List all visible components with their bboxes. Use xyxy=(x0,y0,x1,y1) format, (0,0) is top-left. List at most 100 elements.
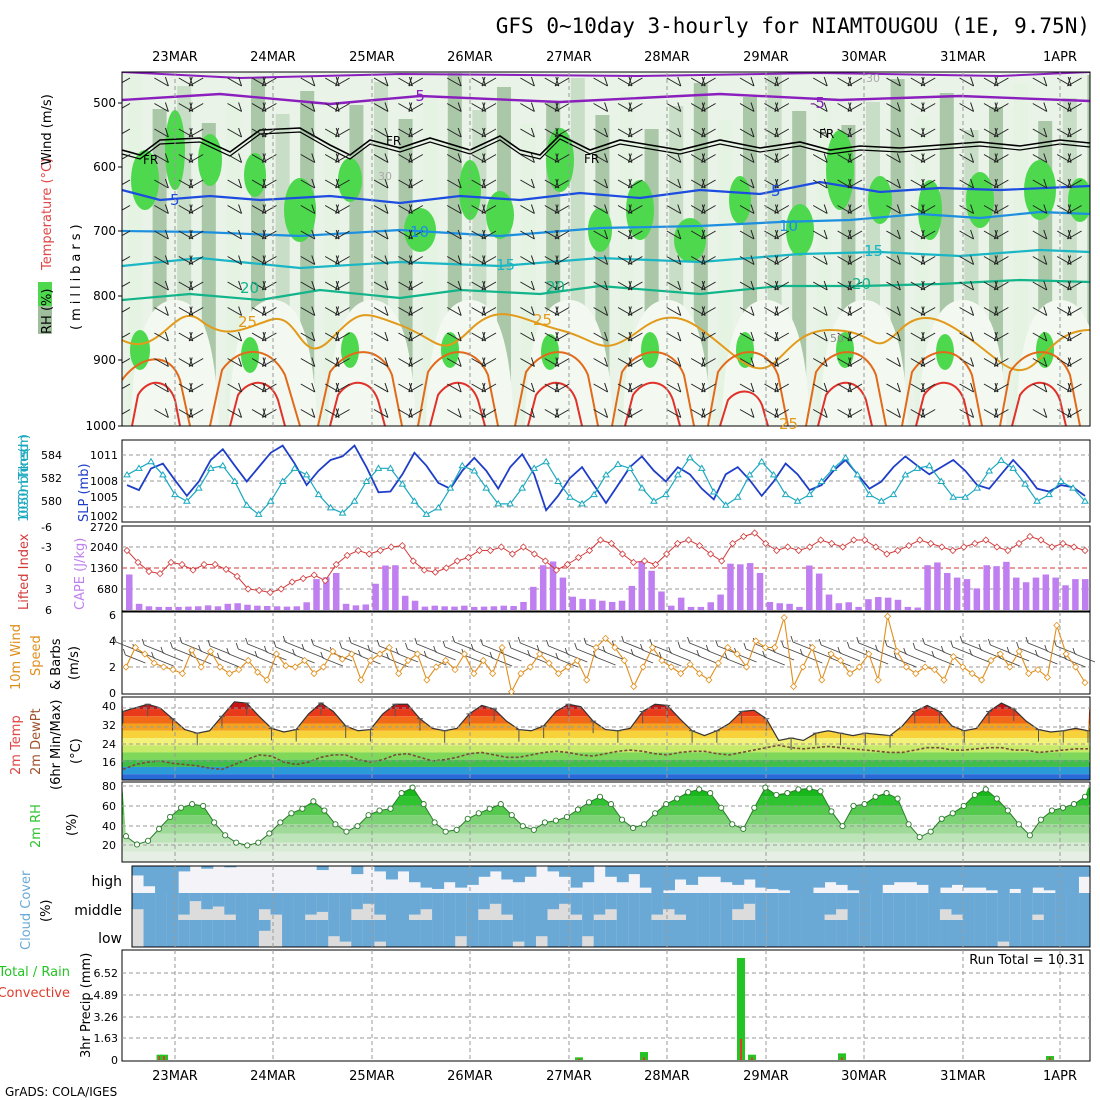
barb-flag xyxy=(384,331,389,342)
wind-barb xyxy=(1009,652,1030,662)
barb-flag xyxy=(750,178,755,189)
barb-flag xyxy=(993,408,998,418)
cloud-bar xyxy=(201,866,214,869)
cloud-bar xyxy=(778,893,791,920)
barb-staff xyxy=(335,358,350,367)
barb-staff xyxy=(701,128,716,138)
barb-flag xyxy=(226,647,230,655)
wind-barb xyxy=(959,204,975,214)
ylabel-precip: 3hr Precip (mm) xyxy=(79,953,94,1058)
barb-staff xyxy=(122,358,131,364)
barb-staff xyxy=(481,77,497,87)
moist-blob xyxy=(918,180,942,240)
barb-flag xyxy=(896,255,901,265)
wind-barb xyxy=(454,641,475,651)
wind-speed-point xyxy=(1053,621,1061,629)
wind-speed-point xyxy=(667,663,675,671)
barb-flag xyxy=(823,153,828,163)
date-label: 27MAR xyxy=(546,50,592,65)
barb-flag xyxy=(113,635,117,643)
wind-barb xyxy=(920,204,936,214)
barb-staff xyxy=(666,205,682,214)
rh-point xyxy=(817,788,824,795)
cape-bar xyxy=(677,597,685,610)
barb-flag xyxy=(993,204,998,214)
barb-flag xyxy=(481,102,486,112)
wind-barb xyxy=(408,76,424,87)
thickness-point xyxy=(314,490,323,498)
wind-barb xyxy=(520,178,535,189)
cloud-bar xyxy=(916,866,929,885)
wind-speed-point xyxy=(564,663,572,671)
barb-staff xyxy=(300,332,316,342)
wind-barb xyxy=(300,153,316,163)
li-point xyxy=(1081,546,1089,555)
barb-staff xyxy=(398,230,413,240)
barb-staff xyxy=(446,332,462,342)
rh-point xyxy=(156,825,163,832)
barb-flag xyxy=(604,178,609,189)
wind-barb xyxy=(373,76,389,87)
wind-barb xyxy=(122,179,131,186)
barb-flag xyxy=(311,331,316,342)
barb-staff xyxy=(764,256,779,265)
barb-staff xyxy=(701,77,716,87)
barb-flag xyxy=(750,229,755,240)
wind-speed-point xyxy=(780,614,788,622)
wind-barb xyxy=(993,331,1009,342)
barb-staff xyxy=(471,281,486,291)
rh-point xyxy=(718,804,725,811)
barb-staff xyxy=(154,383,169,393)
y-tick-left: 584 xyxy=(41,449,62,462)
barb-staff xyxy=(959,128,974,138)
thickness-point xyxy=(410,497,419,504)
barb-staff xyxy=(774,383,790,393)
barb-staff xyxy=(262,307,277,316)
barb-flag xyxy=(1067,127,1072,138)
cloud-bar xyxy=(559,920,572,947)
cape-bar xyxy=(875,597,882,610)
cloud-bar xyxy=(432,920,445,947)
barb-flag xyxy=(414,637,418,645)
thickness-point xyxy=(997,456,1006,463)
cloud-bar xyxy=(466,893,479,920)
barb-staff xyxy=(837,256,852,265)
barb-flag xyxy=(781,640,784,648)
barb-staff xyxy=(774,256,790,265)
wind-barb xyxy=(188,280,204,291)
date-label: 23MAR xyxy=(152,50,198,65)
cloud-bar xyxy=(951,893,964,915)
barb-flag xyxy=(348,636,352,644)
wind-barb xyxy=(122,281,131,288)
ylabel-total-rain: Total / Rain xyxy=(0,965,70,980)
barb-staff xyxy=(959,154,974,163)
wind-barb xyxy=(373,357,389,367)
wind-barb xyxy=(554,229,570,240)
cloud-bar xyxy=(397,866,410,872)
barb-staff xyxy=(994,383,1009,393)
rh-point xyxy=(883,790,890,797)
thickness-point xyxy=(626,464,634,471)
cloud-bar xyxy=(339,893,352,920)
cloud-bar xyxy=(766,893,779,920)
cloud-bar xyxy=(547,920,560,947)
barb-flag xyxy=(408,127,413,138)
cloud-bar xyxy=(512,866,525,883)
barb-flag xyxy=(604,229,609,240)
barb-staff xyxy=(959,358,974,367)
wind-barb xyxy=(227,102,243,112)
wind-barb xyxy=(920,382,936,393)
wind-barb xyxy=(554,357,570,367)
cape-bar xyxy=(855,606,862,610)
cloud-bar xyxy=(709,920,722,947)
barb-flag xyxy=(604,153,609,163)
barb-flag xyxy=(896,204,901,214)
barb-staff xyxy=(408,281,424,291)
thickness-point xyxy=(973,484,982,491)
barb-staff xyxy=(690,77,706,87)
cloud-bar xyxy=(812,920,826,947)
barb-flag xyxy=(376,639,380,647)
barb-flag xyxy=(151,651,155,659)
barb-flag xyxy=(837,646,841,654)
wind-barb xyxy=(520,382,535,393)
